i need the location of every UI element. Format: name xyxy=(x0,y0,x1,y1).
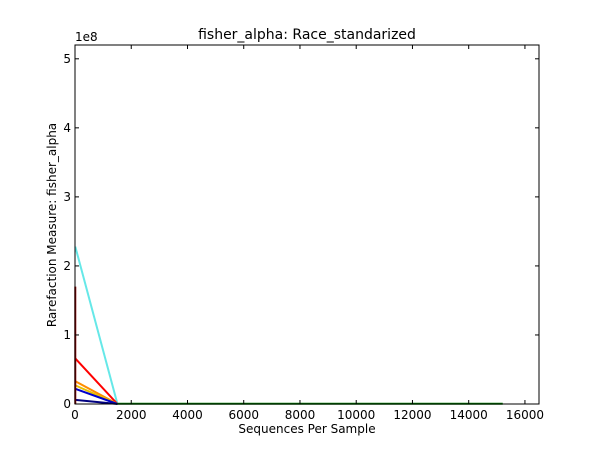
x-tick-label: 0 xyxy=(71,408,79,422)
y-tick-label: 5 xyxy=(63,52,71,66)
x-tick-label: 2000 xyxy=(116,408,147,422)
x-tick-label: 16000 xyxy=(506,408,544,422)
y-tick-label: 3 xyxy=(63,190,71,204)
y-axis-label: Rarefaction Measure: fisher_alpha xyxy=(45,123,59,327)
x-tick-label: 6000 xyxy=(228,408,259,422)
y-tick-label: 4 xyxy=(63,121,71,135)
y-tick-label: 0 xyxy=(63,397,71,411)
series-line-1 xyxy=(74,246,119,405)
x-tick-label: 8000 xyxy=(285,408,316,422)
x-tick-label: 12000 xyxy=(393,408,431,422)
chart-title: fisher_alpha: Race_standarized xyxy=(198,27,416,43)
series-line-6 xyxy=(75,398,118,405)
axis-ticks: 0 2000 4000 6000 8000 10000 12000 14000 16000 0 1 2… xyxy=(63,45,544,422)
x-axis-label: Sequences Per Sample xyxy=(238,422,375,436)
series-line-5 xyxy=(74,387,118,405)
series-line-2 xyxy=(74,357,119,405)
y-multiplier-label: 1e8 xyxy=(75,30,98,44)
x-tick-label: 14000 xyxy=(450,408,488,422)
x-tick-label: 10000 xyxy=(337,408,375,422)
x-tick-label: 4000 xyxy=(172,408,203,422)
y-tick-label: 2 xyxy=(63,259,71,273)
plot-frame xyxy=(74,44,540,405)
y-tick-label: 1 xyxy=(63,328,71,342)
